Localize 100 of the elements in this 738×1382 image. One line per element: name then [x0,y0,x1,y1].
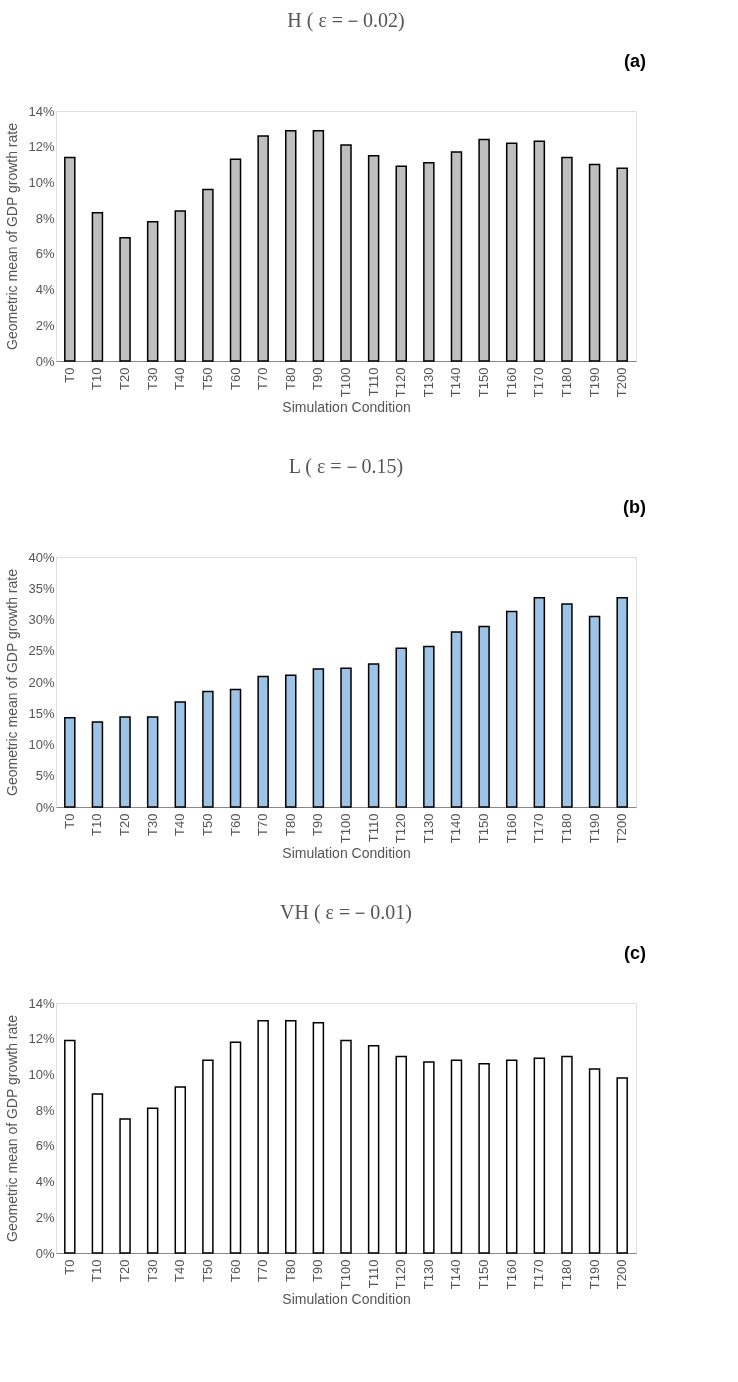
bar [423,162,435,362]
bar [202,188,214,362]
y-tick-label: 0% [35,799,55,815]
y-tick-label: 15% [28,705,55,721]
bar [202,1059,214,1254]
x-tick-label: T20 [117,367,133,390]
x-tick-label: T160 [503,367,519,398]
bar [588,163,601,362]
y-tick-label: 2% [35,317,55,333]
bar [174,701,187,808]
x-tick-label: T160 [503,813,519,844]
y-axis-title: Geometric mean of GDP growth rate [4,122,21,350]
x-tick-label: T30 [144,367,160,390]
x-axis-title: Simulation Condition [282,845,411,862]
x-tick-label: T170 [531,813,547,844]
x-axis-title: Simulation Condition [282,399,411,416]
bar [340,1039,352,1254]
y-tick-label: 25% [28,643,55,659]
x-tick-label: T120 [393,1259,409,1290]
bar [119,237,131,362]
bar [616,1077,628,1254]
bar [588,615,601,808]
bar [146,1107,159,1254]
bar [450,631,463,808]
y-tick-label: 4% [35,282,55,298]
x-tick-label: T90 [310,813,326,836]
x-tick-label: T100 [338,367,353,398]
bar [588,1068,601,1254]
bar [146,220,159,362]
x-tick-label: T20 [117,813,133,836]
bar [367,663,380,808]
x-tick-label: T90 [310,367,326,390]
bar [91,721,104,808]
y-tick-label: 8% [35,210,55,226]
bar [174,210,187,362]
bar [119,716,131,808]
bar [229,688,242,808]
x-tick-label: T80 [282,813,298,836]
bar [64,156,76,362]
chart-title: L ( ε =－0.15) [288,455,404,478]
bar [257,1020,269,1254]
text: (c) [624,943,646,963]
x-tick-label: T200 [614,1259,630,1290]
x-tick-label: T120 [393,813,409,844]
x-tick-label: T190 [586,367,602,398]
bar [146,716,159,808]
y-tick-label: 10% [28,174,55,190]
x-tick-label: T150 [476,1259,492,1290]
chart-title: VH ( ε =－0.01) [280,901,412,924]
x-tick-label: T40 [172,367,188,390]
y-tick-label: 20% [28,674,55,690]
bar [533,140,546,362]
x-tick-label: T100 [338,1259,353,1290]
bar [395,165,407,362]
y-axis-title: Geometric mean of GDP growth rate [4,568,21,796]
bar [561,156,573,362]
y-tick-label: 0% [35,1245,55,1261]
bar [367,1045,380,1254]
x-tick-label: T10 [89,1259,105,1282]
x-tick-label: T60 [227,813,243,836]
y-tick-label: 14% [28,103,55,119]
x-tick-label: T180 [558,367,574,398]
bar [367,154,380,362]
x-tick-label: T50 [199,813,215,836]
x-tick-label: T50 [199,1259,215,1282]
x-tick-label: T110 [365,367,381,397]
y-tick-label: 0% [35,353,55,369]
x-tick-label: T130 [420,813,436,844]
x-tick-label: T150 [476,813,492,844]
y-tick-label: 14% [28,995,55,1011]
x-tick-label: T140 [448,813,464,844]
y-tick-label: 30% [28,612,55,627]
x-tick-label: T80 [282,367,298,390]
x-tick-label: T0 [61,367,77,383]
bar [561,1055,573,1254]
x-tick-label: T180 [558,813,574,844]
bar [285,129,297,362]
x-axis-title: Simulation Condition [282,1291,411,1308]
y-axis-title: Geometric mean of GDP growth rate [4,1014,21,1242]
bar [64,1039,76,1254]
y-tick-label: 6% [35,1138,55,1154]
x-tick-label: T200 [614,367,630,398]
x-tick-label: T50 [199,367,215,390]
x-tick-label: T180 [558,1259,574,1290]
y-tick-label: 5% [35,768,55,784]
x-tick-label: T90 [310,1259,326,1282]
x-tick-label: T0 [61,813,77,829]
x-tick-label: T20 [117,1259,133,1282]
x-tick-label: T0 [61,1259,77,1275]
bar [505,610,518,808]
bar [616,167,628,362]
x-tick-label: T60 [227,1259,243,1282]
text: (a) [624,51,646,71]
x-tick-label: T190 [586,1259,602,1290]
bar [478,138,490,362]
bar [202,690,214,808]
x-tick-label: T70 [255,813,271,836]
bar [478,625,490,808]
bar [533,1057,546,1254]
x-tick-label: T100 [338,813,353,844]
